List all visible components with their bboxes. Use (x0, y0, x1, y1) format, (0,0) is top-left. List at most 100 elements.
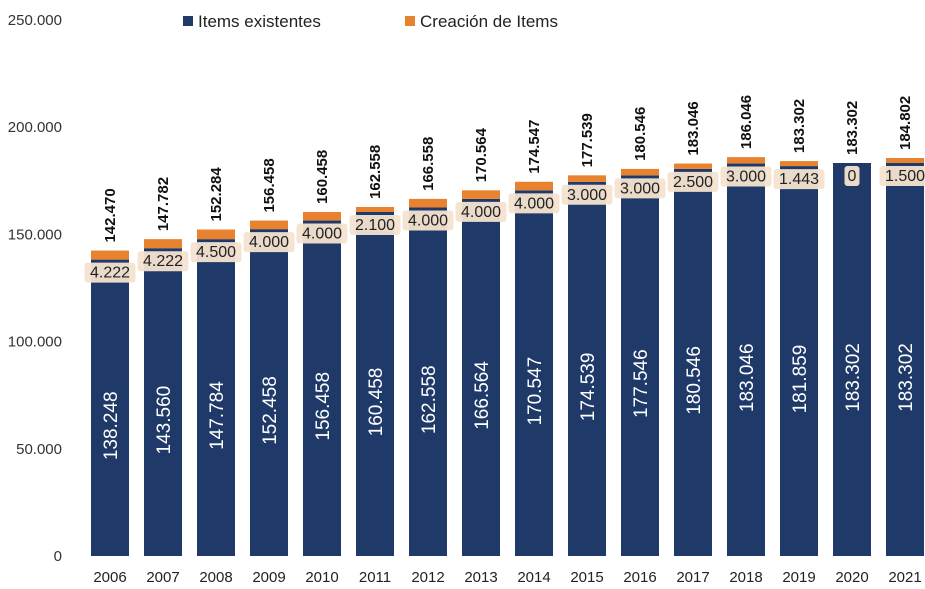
bar-value-label-bg (296, 223, 348, 244)
x-axis: 2006 2007 2008 2009 2010 2011 2012 2013 2014 2015… (93, 569, 921, 586)
bar-value-label-existentes: 162.558 (419, 365, 440, 434)
bar-creacion (409, 198, 447, 208)
legend-swatch-existentes (183, 16, 193, 26)
x-tick-label: 2014 (517, 569, 550, 586)
bar-value-label-creacion: 3.000 (726, 169, 766, 186)
x-tick-label: 2016 (623, 569, 656, 586)
x-tick-label: 2015 (570, 569, 603, 586)
bar-existentes (674, 168, 712, 557)
bar-existentes (727, 163, 765, 556)
bar-existentes (409, 207, 447, 556)
bar-value-label-creacion: 2.100 (355, 217, 395, 234)
bar-creacion (674, 163, 712, 169)
bar-total-label: 183.302 (844, 101, 861, 155)
bar-total-label: 142.470 (102, 188, 119, 242)
x-tick-label: 2012 (411, 569, 444, 586)
bar-value-label-creacion: 0 (848, 168, 857, 185)
y-tick-label: 250.000 (8, 12, 62, 29)
legend-label-creacion: Creación de Items (420, 12, 558, 31)
x-tick-label: 2018 (729, 569, 762, 586)
bar-value-label-creacion: 2.500 (673, 174, 713, 191)
bar-creacion (303, 211, 341, 221)
bar-value-label-bg (561, 184, 613, 205)
bar-value-label-existentes: 183.046 (737, 343, 758, 412)
bar-value-label-bg (879, 166, 925, 186)
bar-total-label: 183.046 (685, 101, 702, 155)
bar-creacion (144, 239, 182, 249)
bar-total-label: 152.284 (208, 167, 225, 222)
bar-value-label-existentes: 181.859 (790, 345, 811, 414)
bar-creacion (91, 250, 129, 260)
x-tick-label: 2021 (888, 569, 921, 586)
bar-existentes (515, 190, 553, 556)
bar-value-label-creacion: 3.000 (567, 187, 607, 204)
bar-existentes (886, 163, 924, 556)
y-tick-label: 0 (54, 548, 62, 565)
bar-total-label: 184.802 (897, 96, 914, 150)
bar-value-label-bg (349, 214, 401, 235)
legend-swatch-creacion (405, 16, 415, 26)
bar-total-label: 170.564 (473, 127, 490, 182)
bar-value-label-existentes: 160.458 (366, 368, 387, 437)
bar-total-label: 162.558 (367, 145, 384, 199)
bar-value-label-creacion: 3.000 (620, 180, 660, 197)
bar-existentes (250, 229, 288, 556)
y-axis: 0 50.000 100.000 150.000 200.000 250.000 (8, 12, 62, 565)
bar-existentes (91, 259, 129, 556)
y-tick-label: 150.000 (8, 226, 62, 243)
bar-creacion (886, 158, 924, 164)
bar-value-label-creacion: 1.500 (885, 168, 925, 185)
bar-creacion (568, 175, 606, 182)
bar-total-label: 166.558 (420, 137, 437, 191)
bar-total-label: 147.782 (155, 177, 172, 231)
bar-value-label-existentes: 138.248 (101, 391, 122, 460)
bar-value-label-existentes: 180.546 (684, 346, 705, 415)
x-tick-label: 2017 (676, 569, 709, 586)
bar-existentes (568, 181, 606, 556)
bar-value-label-bg (667, 171, 719, 192)
bar-existentes (780, 166, 818, 556)
bar-value-label-bg (243, 232, 295, 253)
y-tick-label: 100.000 (8, 334, 62, 351)
bar-value-label-existentes: 183.302 (896, 343, 917, 412)
bar-total-label: 180.546 (632, 107, 649, 161)
bar-total-label: 174.547 (526, 120, 543, 174)
legend: Items existentes Creación de Items (183, 12, 558, 31)
x-tick-label: 2009 (252, 569, 285, 586)
bar-value-label-bg (844, 166, 860, 187)
bar-value-label-existentes: 156.458 (313, 372, 334, 441)
bar-value-label-bg (84, 262, 136, 283)
bar-creacion (515, 181, 553, 191)
bar-existentes (621, 175, 659, 556)
bar-creacion (727, 157, 765, 164)
bar-existentes (303, 220, 341, 556)
bar-value-label-bg (614, 178, 666, 199)
bar-value-label-bg (190, 242, 242, 263)
x-tick-label: 2020 (835, 569, 868, 586)
bar-existentes (356, 211, 394, 557)
bar-creacion (197, 229, 235, 240)
bar-value-label-creacion: 4.000 (302, 226, 342, 243)
bar-creacion (250, 220, 288, 230)
bars: 138.248 4.222 142.470 143.560 4.222 147.782 14… (84, 95, 925, 557)
bar-value-label-bg (455, 201, 507, 222)
bar-value-label-bg (720, 166, 772, 187)
bar-existentes (462, 198, 500, 556)
bar-total-label: 156.458 (261, 158, 278, 212)
bar-creacion (780, 161, 818, 167)
bar-value-label-creacion: 4.222 (90, 265, 130, 282)
x-tick-label: 2007 (146, 569, 179, 586)
bar-value-label-creacion: 4.000 (408, 212, 448, 229)
bar-value-label-creacion: 4.500 (196, 244, 236, 261)
bar-value-label-existentes: 143.560 (154, 386, 175, 455)
bar-value-label-bg (508, 193, 560, 214)
bar-value-label-bg (137, 251, 189, 272)
bar-total-label: 177.539 (579, 113, 596, 167)
bar-value-label-existentes: 174.539 (578, 353, 599, 422)
bar-creacion (462, 190, 500, 199)
x-tick-label: 2019 (782, 569, 815, 586)
x-tick-label: 2011 (359, 569, 391, 586)
bar-value-label-creacion: 4.000 (249, 234, 289, 251)
bar-creacion (356, 206, 394, 212)
